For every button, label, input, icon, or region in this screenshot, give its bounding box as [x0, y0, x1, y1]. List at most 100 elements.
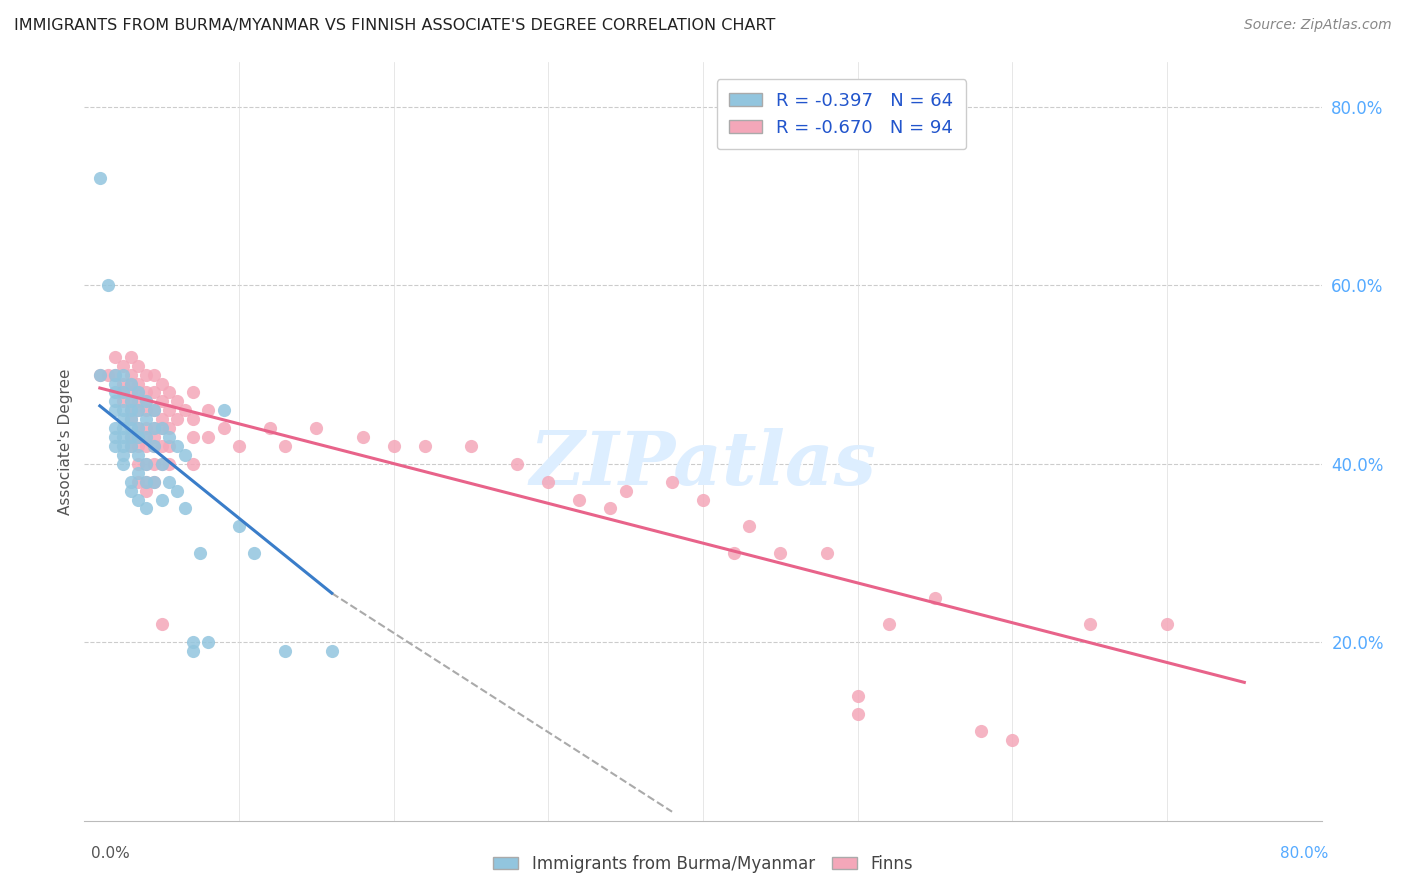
- Point: [127, 492, 149, 507]
- Point: [135, 475, 157, 489]
- Point: [135, 412, 157, 426]
- Point: [537, 475, 560, 489]
- Point: [143, 403, 166, 417]
- Point: [135, 368, 157, 382]
- Point: [135, 421, 157, 435]
- Text: ZIPatlas: ZIPatlas: [530, 428, 876, 500]
- Point: [150, 617, 173, 632]
- Point: [143, 475, 166, 489]
- Point: [382, 439, 405, 453]
- Point: [143, 457, 166, 471]
- Point: [120, 376, 142, 391]
- Point: [181, 385, 204, 400]
- Point: [127, 385, 149, 400]
- Point: [120, 385, 142, 400]
- Point: [96, 368, 118, 382]
- Point: [166, 412, 188, 426]
- Point: [228, 439, 250, 453]
- Legend: Immigrants from Burma/Myanmar, Finns: Immigrants from Burma/Myanmar, Finns: [486, 848, 920, 880]
- Point: [166, 483, 188, 498]
- Point: [150, 421, 173, 435]
- Point: [135, 403, 157, 417]
- Point: [159, 439, 180, 453]
- Point: [104, 385, 127, 400]
- Point: [104, 430, 127, 444]
- Point: [127, 403, 149, 417]
- Point: [120, 439, 142, 453]
- Point: [127, 421, 149, 435]
- Point: [1001, 733, 1024, 747]
- Point: [135, 457, 157, 471]
- Point: [120, 412, 142, 426]
- Point: [150, 457, 173, 471]
- Point: [181, 457, 204, 471]
- Point: [96, 278, 118, 293]
- Text: 80.0%: 80.0%: [1281, 847, 1329, 861]
- Point: [159, 457, 180, 471]
- Point: [104, 368, 127, 382]
- Point: [150, 376, 173, 391]
- Point: [127, 359, 149, 373]
- Point: [460, 439, 482, 453]
- Point: [120, 430, 142, 444]
- Point: [150, 412, 173, 426]
- Y-axis label: Associate's Degree: Associate's Degree: [58, 368, 73, 515]
- Point: [970, 724, 993, 739]
- Point: [228, 519, 250, 533]
- Point: [135, 501, 157, 516]
- Point: [197, 430, 219, 444]
- Point: [127, 457, 149, 471]
- Point: [352, 430, 374, 444]
- Point: [89, 368, 111, 382]
- Point: [166, 439, 188, 453]
- Point: [120, 376, 142, 391]
- Point: [127, 430, 149, 444]
- Point: [150, 439, 173, 453]
- Point: [150, 394, 173, 409]
- Point: [181, 635, 204, 649]
- Point: [321, 644, 343, 658]
- Point: [104, 368, 127, 382]
- Point: [120, 403, 142, 417]
- Point: [846, 689, 869, 703]
- Point: [127, 448, 149, 462]
- Point: [143, 421, 166, 435]
- Point: [127, 394, 149, 409]
- Point: [112, 376, 135, 391]
- Point: [181, 644, 204, 658]
- Point: [174, 403, 197, 417]
- Point: [127, 421, 149, 435]
- Point: [159, 475, 180, 489]
- Point: [413, 439, 436, 453]
- Point: [197, 635, 219, 649]
- Point: [112, 359, 135, 373]
- Point: [104, 439, 127, 453]
- Point: [120, 421, 142, 435]
- Point: [150, 492, 173, 507]
- Point: [112, 368, 135, 382]
- Point: [159, 403, 180, 417]
- Point: [181, 430, 204, 444]
- Point: [692, 492, 714, 507]
- Point: [120, 368, 142, 382]
- Text: IMMIGRANTS FROM BURMA/MYANMAR VS FINNISH ASSOCIATE'S DEGREE CORRELATION CHART: IMMIGRANTS FROM BURMA/MYANMAR VS FINNISH…: [14, 18, 776, 33]
- Point: [120, 430, 142, 444]
- Point: [104, 403, 127, 417]
- Point: [174, 448, 197, 462]
- Point: [112, 457, 135, 471]
- Point: [127, 439, 149, 453]
- Point: [815, 546, 838, 560]
- Point: [274, 439, 297, 453]
- Point: [135, 457, 157, 471]
- Point: [120, 483, 142, 498]
- Text: Source: ZipAtlas.com: Source: ZipAtlas.com: [1244, 18, 1392, 32]
- Point: [181, 412, 204, 426]
- Point: [127, 475, 149, 489]
- Point: [127, 430, 149, 444]
- Point: [135, 439, 157, 453]
- Point: [159, 430, 180, 444]
- Point: [150, 457, 173, 471]
- Point: [135, 385, 157, 400]
- Point: [259, 421, 281, 435]
- Point: [112, 403, 135, 417]
